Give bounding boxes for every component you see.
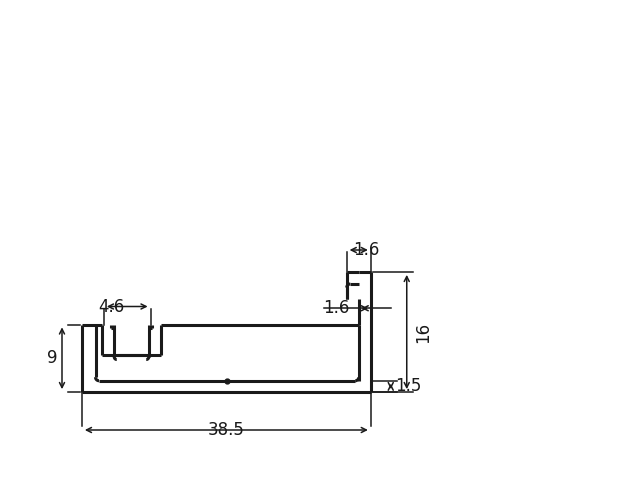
Text: 16: 16 (413, 322, 432, 342)
Text: 1.5: 1.5 (396, 378, 422, 396)
Text: 1.6: 1.6 (353, 241, 380, 259)
Text: 38.5: 38.5 (208, 421, 245, 439)
Text: 1.6: 1.6 (324, 299, 350, 318)
Text: 4.6: 4.6 (99, 298, 125, 316)
Text: 9: 9 (47, 349, 57, 367)
